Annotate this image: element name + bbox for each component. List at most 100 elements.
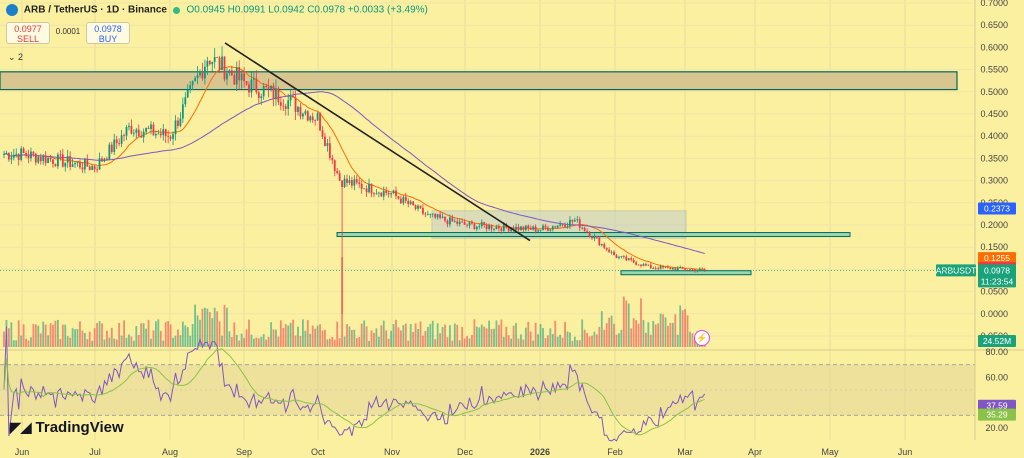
candle-body [333, 160, 336, 171]
volume-bar [155, 321, 157, 347]
time-tick: Jul [89, 447, 101, 457]
indicators-toggle[interactable]: ⌄ 2 [8, 52, 24, 62]
candle-body [76, 161, 79, 163]
volume-bar [537, 334, 539, 347]
candle-body [377, 192, 380, 194]
volume-bar [358, 337, 361, 347]
rsi-band [0, 364, 975, 416]
volume-bar [588, 336, 591, 347]
candle-body [446, 220, 449, 225]
volume-bar [480, 324, 483, 347]
candle-body [66, 156, 69, 163]
symbol-title[interactable]: ARB / TetherUS · 1D · Binance [23, 4, 167, 16]
volume-bar [397, 327, 400, 347]
volume-bar [147, 319, 150, 347]
time-axis[interactable]: Jun Jul Aug Sep Oct Nov Dec 2026 Feb Mar Apr May Jun [15, 0, 976, 457]
volume-bar [385, 330, 388, 347]
candle-body [52, 159, 54, 165]
candle-body [412, 201, 415, 206]
candle-body [689, 269, 691, 271]
volume-bar [8, 328, 10, 347]
volume-bar [681, 310, 684, 347]
candle-body [61, 154, 64, 167]
candle-body [559, 224, 562, 226]
volume-bar [510, 338, 513, 347]
time-tick: Jun [15, 447, 30, 457]
candle-body [47, 157, 49, 164]
volume-bar [684, 309, 686, 347]
candle-body [289, 96, 292, 101]
flash-icon[interactable]: ⚡ [694, 330, 710, 346]
candle-body [544, 225, 547, 228]
candle-body [698, 268, 701, 271]
candle-body [304, 111, 307, 114]
volume-bar [331, 336, 334, 347]
candle-body [71, 164, 74, 167]
candle-body [306, 111, 309, 121]
volume-bar [635, 320, 637, 347]
volume-bar [267, 336, 270, 347]
candle-body [436, 214, 439, 218]
volume-bars [3, 257, 706, 347]
candle-body [669, 267, 672, 270]
candle-body [392, 190, 395, 194]
candle-body [627, 258, 630, 261]
candle-body [96, 169, 98, 171]
candle-body [49, 157, 52, 160]
candle-body [346, 178, 348, 183]
candle-body [515, 226, 517, 231]
volume-bar [463, 338, 466, 347]
volume-bar [444, 324, 446, 347]
candle-body [189, 85, 192, 90]
candle-body [355, 179, 358, 183]
volume-bar [551, 333, 554, 347]
candle-body [368, 183, 370, 193]
volume-bar [424, 330, 427, 347]
candle-body [34, 153, 37, 163]
volume-bar [674, 314, 677, 347]
candle-body [351, 180, 353, 186]
volume-bar [3, 331, 5, 347]
volume-bar [191, 323, 194, 347]
label-ma-fast-bg [978, 252, 1016, 265]
candle-body [145, 127, 147, 132]
candle-body [402, 196, 405, 204]
rsi-pane [0, 326, 1024, 442]
volume-bar [532, 340, 535, 347]
volume-bar [96, 323, 98, 347]
candle-body [270, 85, 272, 89]
volume-bar [620, 329, 623, 347]
candle-body [407, 200, 410, 204]
candle-body [204, 66, 206, 79]
candle-body [522, 226, 525, 230]
trendline[interactable] [224, 42, 531, 242]
candle-body [649, 264, 652, 269]
candle-body [353, 179, 356, 186]
candle-body [74, 162, 76, 165]
candle-body [184, 97, 187, 105]
volume-bar [54, 320, 57, 347]
candle-body [199, 71, 201, 76]
candle-body [265, 86, 268, 88]
volume-bar [22, 324, 25, 347]
volume-bar [69, 337, 72, 347]
candle-body [228, 70, 231, 74]
rsi-line [3, 326, 706, 442]
candle-body [206, 60, 209, 67]
sell-button[interactable]: 0.0977 SELL [6, 22, 50, 44]
buy-label: BUY [98, 34, 118, 44]
volume-bar [608, 317, 611, 347]
candle-body [696, 270, 699, 272]
volume-bar [233, 322, 236, 347]
buy-button[interactable]: 0.0978 BUY [86, 22, 130, 44]
candle-body [390, 193, 392, 195]
candle-body [243, 73, 245, 82]
candle-body [44, 155, 47, 164]
candle-body [196, 75, 199, 79]
volume-bar [235, 334, 238, 347]
candle-body [157, 133, 160, 135]
volume-bar [640, 298, 642, 347]
price-axis[interactable]: 0.7000 0.6500 0.6000 0.5500 0.5000 0.4500 0.40… [977, 0, 1008, 433]
time-tick: Feb [607, 447, 623, 457]
